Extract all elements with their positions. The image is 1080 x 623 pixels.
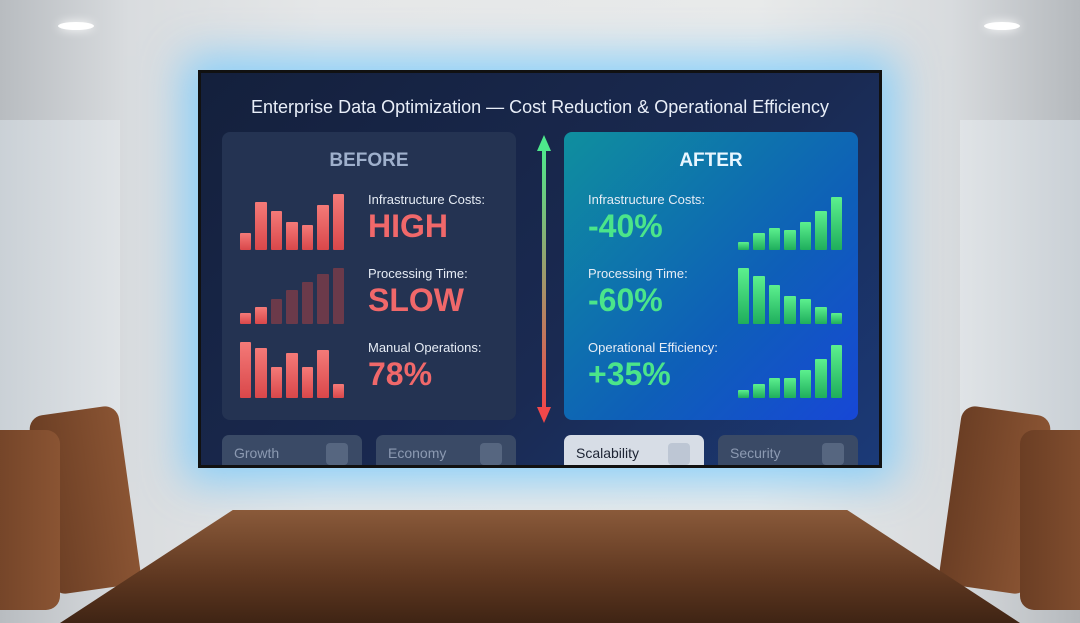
bar-chart-icon <box>326 443 348 465</box>
dashboard-title: Enterprise Data Optimization — Cost Redu… <box>251 97 829 117</box>
tab-economy[interactable]: Economy <box>376 435 516 465</box>
chart-bar <box>799 370 812 398</box>
mini-bar-chart <box>240 268 344 324</box>
chair <box>1020 430 1080 610</box>
before-heading: BEFORE <box>329 150 409 171</box>
chart-bar <box>753 276 765 324</box>
tab-label: Economy <box>388 445 447 461</box>
chart-bar <box>830 312 842 324</box>
chart-bar <box>799 298 812 324</box>
metric-value: HIGH <box>368 208 448 244</box>
metric-row: Manual Operations: 78% <box>222 340 516 420</box>
metric-value: SLOW <box>368 282 464 318</box>
chart-bar <box>768 227 781 250</box>
expand-icon <box>668 443 690 465</box>
before-panel: BEFORE Infrastructure Costs: HIGH Processi… <box>222 132 516 420</box>
chart-bar <box>240 342 252 398</box>
chart-bar <box>286 290 298 324</box>
mini-bar-chart <box>240 342 344 398</box>
metric-value: +35% <box>588 356 671 392</box>
chart-bar <box>815 210 827 250</box>
chart-bar <box>830 344 842 398</box>
tab-label: Scalability <box>576 445 640 461</box>
chart-bar <box>784 296 796 324</box>
tab-growth[interactable]: Growth <box>222 435 362 465</box>
ceiling-light <box>58 22 94 30</box>
chart-bar <box>332 194 344 250</box>
chart-bar <box>738 389 750 398</box>
tab-label: Growth <box>234 445 280 461</box>
chart-bar <box>317 205 329 250</box>
metric-row: Infrastructure Costs: HIGH <box>222 192 516 272</box>
globe-icon <box>480 443 502 465</box>
chart-bar <box>255 307 267 324</box>
chart-bar <box>768 284 781 324</box>
chart-bar <box>270 210 283 250</box>
metric-label: Operational Efficiency: <box>588 340 718 355</box>
chart-bar <box>738 241 750 250</box>
chart-bar <box>317 273 329 324</box>
chart-bar <box>332 268 344 324</box>
chart-bar <box>270 298 283 324</box>
chart-bar <box>301 224 314 250</box>
metric-label: Infrastructure Costs: <box>588 192 706 207</box>
ceiling-light <box>984 22 1020 30</box>
tv-display: Enterprise Data Optimization — Cost Redu… <box>198 70 882 468</box>
chart-bar <box>286 222 298 250</box>
chart-bar <box>255 347 267 398</box>
chart-bar <box>768 378 781 398</box>
metric-label: Infrastructure Costs: <box>368 192 486 207</box>
mini-bar-chart <box>738 194 842 250</box>
chart-bar <box>830 196 842 250</box>
chart-bar <box>301 367 314 398</box>
chart-bar <box>286 353 298 398</box>
chart-bar <box>784 230 796 250</box>
metric-value: 78% <box>368 356 433 392</box>
mini-bar-chart <box>738 268 842 324</box>
chart-bar <box>332 384 344 398</box>
metric-row: Infrastructure Costs: -40% <box>564 192 858 272</box>
metric-row: Processing Time: -60% <box>564 266 858 346</box>
after-panel: AFTER Infrastructure Costs: -40% Processin… <box>564 132 858 420</box>
chart-bar <box>815 358 827 398</box>
chart-bar <box>240 233 252 250</box>
up-down-arrow-icon <box>537 135 551 423</box>
metric-label: Manual Operations: <box>368 340 482 355</box>
dashboard-screen: Enterprise Data Optimization — Cost Redu… <box>201 73 879 465</box>
chart-bar <box>753 233 765 250</box>
chart-bar <box>815 307 827 324</box>
chart-bar <box>799 222 812 250</box>
chart-bar <box>784 378 796 398</box>
metric-row: Processing Time: SLOW <box>222 266 516 346</box>
mini-bar-chart <box>738 342 842 398</box>
metric-label: Processing Time: <box>368 266 468 281</box>
lock-icon <box>822 443 844 465</box>
chair <box>0 430 60 610</box>
chart-bar <box>738 268 750 324</box>
metric-value: -40% <box>588 208 663 244</box>
chart-bar <box>240 312 252 324</box>
mini-bar-chart <box>240 194 344 250</box>
tab-label: Security <box>730 445 781 461</box>
chart-bar <box>255 202 267 250</box>
tab-scalability[interactable]: Scalability <box>564 435 704 465</box>
after-heading: AFTER <box>679 150 743 171</box>
tab-security[interactable]: Security <box>718 435 858 465</box>
metric-value: -60% <box>588 282 663 318</box>
chart-bar <box>753 384 765 398</box>
chart-bar <box>301 282 314 324</box>
metric-label: Processing Time: <box>588 266 688 281</box>
chart-bar <box>270 367 283 398</box>
chart-bar <box>317 350 329 398</box>
metric-row: Operational Efficiency: +35% <box>564 340 858 420</box>
conference-table <box>60 510 1020 623</box>
